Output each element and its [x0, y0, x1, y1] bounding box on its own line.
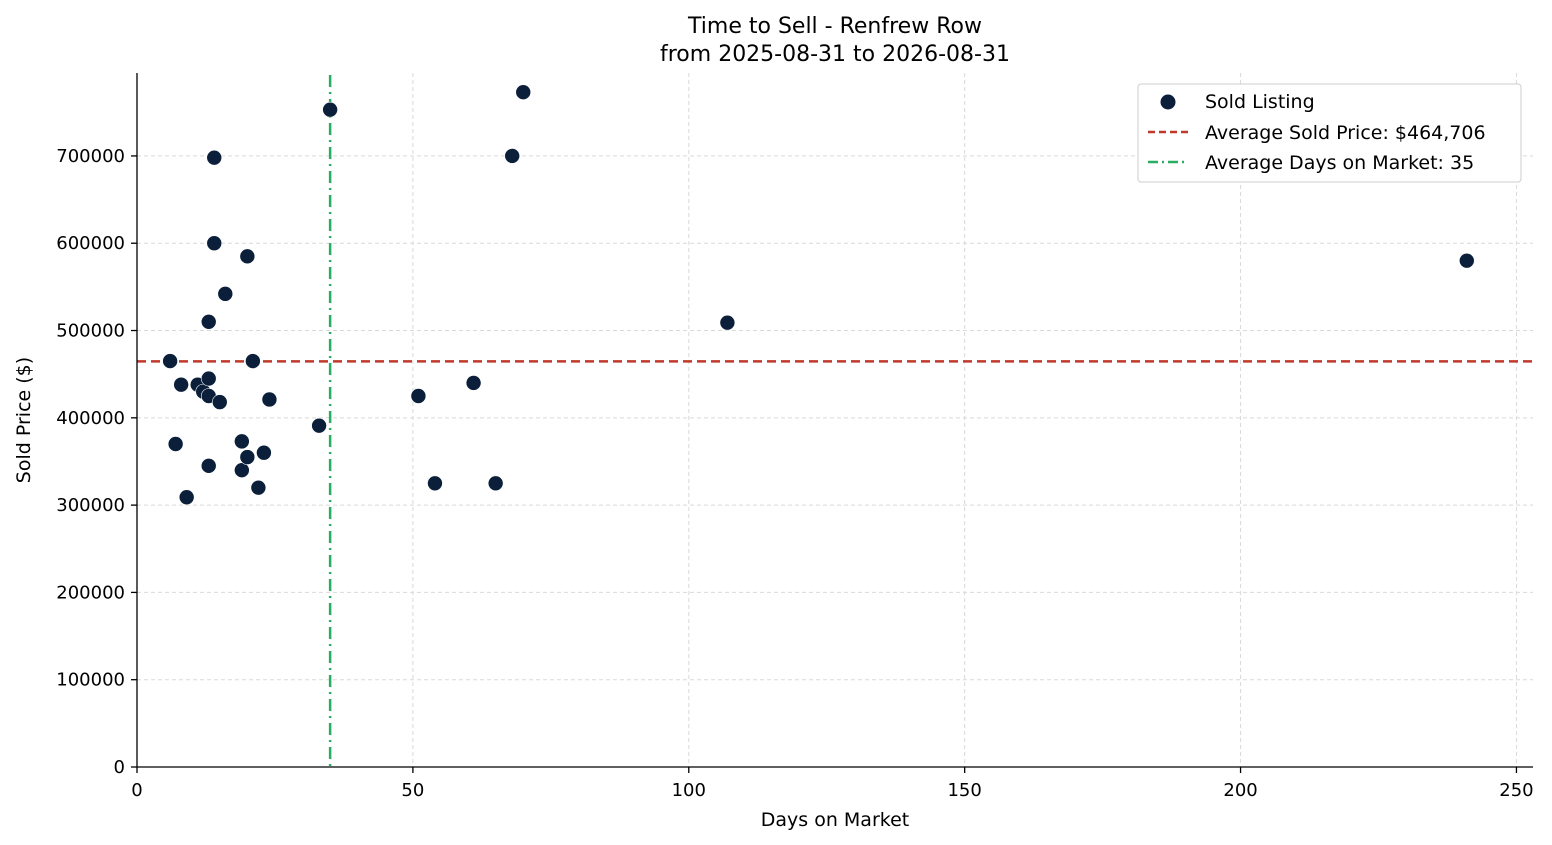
y-tick-label: 100000 — [56, 670, 125, 691]
data-point — [515, 84, 532, 101]
data-point — [245, 353, 261, 369]
x-axis-ticks: 0 50 100 150 200 250 — [131, 767, 1534, 801]
legend-box — [1137, 83, 1522, 183]
data-point — [206, 149, 223, 166]
data-point — [256, 444, 272, 461]
y-axis-ticks: 0 100000 200000 300000 400000 500000 600000 700… — [56, 146, 137, 778]
x-tick-label: 250 — [1499, 780, 1533, 801]
data-point — [410, 388, 427, 404]
y-tick-label: 200000 — [56, 582, 125, 603]
data-point — [322, 101, 338, 118]
y-tick-label: 0 — [114, 757, 125, 778]
legend: Sold Listing Average Sold Price: $464,70… — [1137, 83, 1522, 183]
x-axis-label: Days on Market — [761, 809, 909, 831]
data-point — [200, 313, 217, 330]
legend-label-average-price: Average Sold Price: $464,706 — [1205, 122, 1486, 144]
data-point — [211, 394, 228, 410]
data-points — [162, 84, 1475, 506]
data-point — [234, 433, 250, 450]
y-tick-label: 700000 — [56, 146, 125, 167]
data-point — [162, 353, 178, 369]
legend-label-average-days: Average Days on Market: 35 — [1205, 152, 1474, 174]
grid-lines — [137, 73, 1533, 767]
x-tick-label: 150 — [947, 780, 981, 801]
y-axis-label: Sold Price ($) — [13, 357, 35, 483]
data-point — [719, 314, 736, 331]
data-point — [311, 417, 327, 434]
x-tick-label: 0 — [131, 780, 142, 801]
x-tick-label: 200 — [1223, 780, 1257, 801]
data-point — [465, 375, 482, 391]
data-point — [200, 370, 217, 387]
data-point — [1458, 252, 1475, 269]
data-point — [206, 235, 223, 252]
legend-marker-sold-listing — [1160, 94, 1176, 110]
chart-title: Time to Sell - Renfrew Row — [687, 14, 982, 39]
data-point — [167, 436, 184, 452]
chart-subtitle: from 2025-08-31 to 2026-08-31 — [660, 42, 1010, 67]
data-point — [250, 479, 267, 496]
data-point — [487, 475, 504, 492]
data-point — [261, 391, 278, 408]
data-point — [173, 376, 189, 393]
data-point — [239, 449, 256, 465]
data-point — [234, 462, 250, 478]
legend-label-sold-listing: Sold Listing — [1205, 91, 1315, 113]
data-point — [200, 458, 217, 474]
data-point — [504, 148, 521, 164]
y-tick-label: 600000 — [56, 233, 125, 254]
y-tick-label: 500000 — [56, 321, 125, 342]
x-tick-label: 100 — [672, 780, 706, 801]
y-tick-label: 300000 — [56, 495, 125, 516]
data-point — [427, 475, 443, 492]
data-point — [217, 286, 234, 302]
x-tick-label: 50 — [401, 780, 424, 801]
data-point — [178, 489, 195, 506]
y-tick-label: 400000 — [56, 408, 125, 429]
data-point — [239, 248, 256, 265]
reference-lines — [137, 75, 1533, 767]
